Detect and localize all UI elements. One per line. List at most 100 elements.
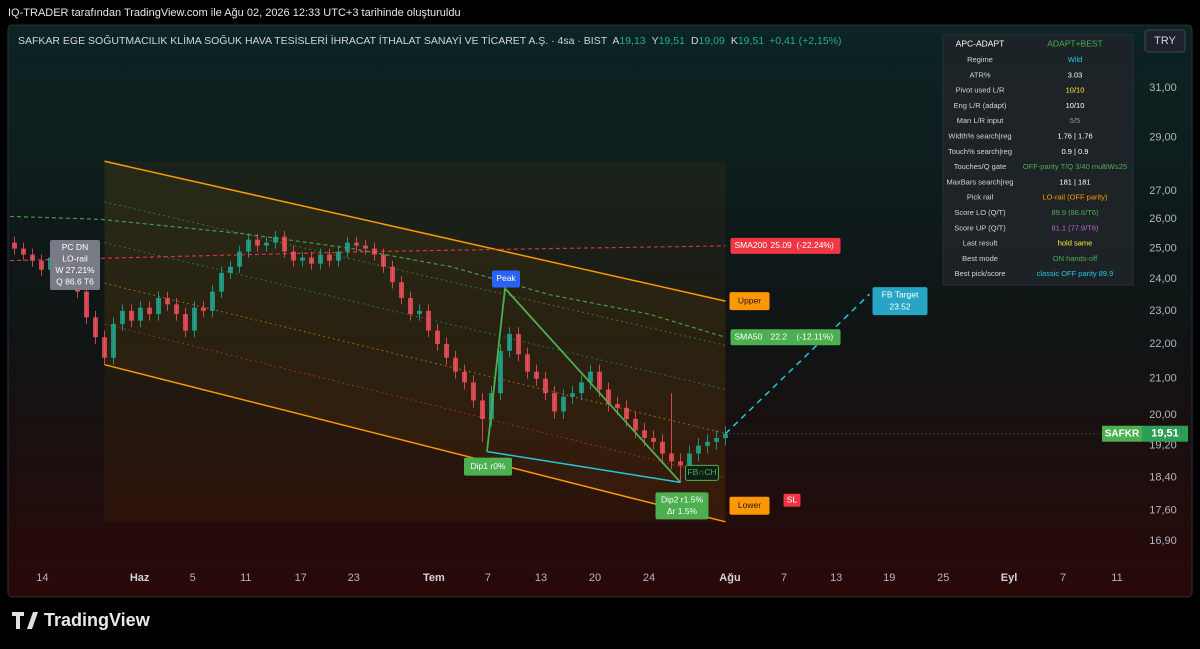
candle-body — [282, 236, 287, 252]
ma-tag-box — [730, 237, 841, 254]
panel-value: 0.9 | 0.9 — [1062, 147, 1089, 156]
candle-body — [300, 257, 305, 261]
pattern-tag: FB∩CH — [687, 467, 716, 477]
chart-title: SAFKAR EGE SOĞUTMACILIK KLİMA SOĞUK HAVA… — [18, 34, 842, 47]
panel-value: 10/10 — [1066, 86, 1085, 95]
panel-value: Wild — [1068, 55, 1083, 64]
candle-body — [579, 382, 584, 394]
candle-body — [435, 330, 440, 345]
panel-key: Pick rail — [967, 193, 994, 202]
x-tick-label: 14 — [36, 572, 48, 584]
candle-body — [39, 260, 44, 270]
candle-body — [147, 307, 152, 315]
candle-body — [381, 254, 386, 267]
panel-value: ON hands-off — [1053, 254, 1098, 263]
peak-label-box — [492, 270, 520, 288]
stop-label: SL — [787, 495, 798, 505]
panel-value: classic OFF parity 89.9 — [1037, 269, 1114, 278]
currency[interactable]: TRY — [1154, 35, 1176, 47]
dip2-label-box — [655, 492, 709, 520]
x-tick-label: 11 — [1111, 572, 1122, 584]
candle-body — [291, 251, 296, 261]
pc-note: LO-rail — [62, 254, 88, 264]
panel-key: MaxBars search|reg — [947, 177, 1014, 186]
panel-key: Pivot used L/R — [956, 86, 1005, 95]
panel-value: 1.76 | 1.76 — [1057, 131, 1092, 140]
panel-key: ATR% — [969, 70, 990, 79]
ma-name: SMA200 — [735, 240, 768, 250]
candle-body — [660, 441, 665, 454]
candle-body — [615, 404, 620, 408]
target-label: FB Target — [882, 289, 919, 299]
candle-body — [318, 254, 323, 264]
candle-body — [84, 291, 89, 318]
candle-body — [372, 248, 377, 255]
y-tick-label: 20,00 — [1149, 409, 1177, 421]
ohlc-key: D — [691, 35, 699, 47]
x-tick-label: Haz — [130, 572, 150, 584]
dip1-label: Dip1 r0% — [471, 461, 506, 471]
panel-key: Touches/Q gate — [954, 162, 1007, 171]
x-tick-label: 7 — [781, 572, 787, 584]
candle-body — [705, 441, 710, 446]
channel-upper — [104, 160, 726, 302]
ohlc-value: 19,51 — [659, 35, 685, 47]
candle-body — [417, 310, 422, 315]
currency-button[interactable] — [1144, 29, 1186, 53]
candle-body — [21, 248, 26, 255]
x-tick-label: 11 — [240, 572, 251, 584]
x-tick-label: 7 — [1060, 572, 1066, 584]
target-line — [724, 293, 871, 435]
panel-key: Eng L/R (adapt) — [954, 101, 1007, 110]
channel-lower — [104, 363, 726, 523]
y-tick-label: 26,00 — [1149, 213, 1177, 225]
upper-label-box — [729, 292, 770, 311]
candle-body — [714, 437, 719, 442]
candle-body — [255, 239, 260, 246]
panel-value: 181 | 181 — [1059, 177, 1090, 186]
ohlc-value: 19,51 — [738, 35, 764, 47]
target-label-box — [872, 287, 928, 316]
panel-key: Best pick/score — [955, 269, 1006, 278]
moving-average — [9, 215, 726, 338]
candle-body — [354, 242, 359, 246]
ohlc-value: 19,13 — [619, 35, 645, 47]
candle-body — [561, 396, 566, 412]
pc-note: PC DN — [62, 242, 88, 252]
panel-value: 81.1 (77.9/T6) — [1051, 223, 1099, 232]
x-tick-label: 13 — [830, 572, 842, 584]
candle-body — [111, 323, 116, 358]
candle-body — [633, 418, 638, 431]
candle-body — [399, 282, 404, 298]
candle-body — [552, 393, 557, 412]
x-tick-label: 7 — [485, 572, 491, 584]
upper-label: Upper — [738, 295, 761, 305]
panel-value: 89.9 (86.6/T6) — [1051, 208, 1099, 217]
x-tick-label: 19 — [883, 572, 895, 584]
ohlc-key: Y — [652, 35, 659, 47]
symbol-tag: SAFKR — [1105, 428, 1140, 439]
candle-body — [30, 254, 35, 261]
candle-body — [246, 239, 251, 252]
candle-body — [228, 266, 233, 273]
panel-key: Score LO (Q/T) — [954, 208, 1006, 217]
y-tick-label: 31,00 — [1149, 82, 1177, 94]
x-tick-label: 25 — [937, 572, 949, 584]
x-tick-label: Eyl — [1001, 572, 1018, 584]
candle-body — [570, 393, 575, 397]
channel-box — [104, 161, 726, 522]
dip2-label: Dip2 r1.5% — [661, 494, 703, 504]
candle-body — [534, 371, 539, 379]
logo-icon — [12, 612, 38, 629]
ohlc-key: A — [612, 35, 619, 47]
lower-label: Lower — [738, 500, 761, 510]
candle-body — [138, 307, 143, 321]
y-tick-label: 27,00 — [1149, 185, 1177, 197]
candle-body — [192, 307, 197, 331]
candle-body — [642, 430, 647, 438]
price-tag: 19,51 — [1151, 428, 1179, 440]
overlay: SAFKAR EGE SOĞUTMACILIK KLİMA SOĞUK HAVA… — [18, 34, 1188, 520]
x-tick-label: Tem — [423, 572, 445, 584]
panel-key: Width% search|reg — [948, 131, 1011, 140]
peak-label: Peak — [496, 273, 516, 283]
